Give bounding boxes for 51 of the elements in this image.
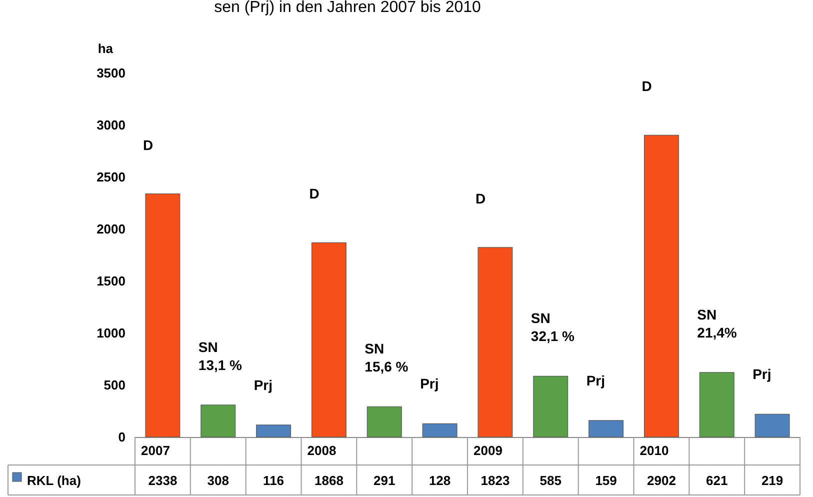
data-label: 621 — [706, 473, 728, 488]
data-label: 2338 — [148, 473, 178, 488]
y-axis-title: ha — [98, 41, 114, 56]
bar — [366, 406, 402, 438]
chart-title: sen (Prj) in den Jahren 2007 bis 2010 — [214, 0, 482, 16]
bar — [699, 372, 734, 438]
data-label: 1868 — [314, 473, 344, 488]
data-label: 291 — [374, 473, 396, 488]
y-tick-label: 1000 — [96, 326, 126, 340]
data-label: 308 — [207, 473, 229, 488]
annotation: D — [642, 78, 652, 94]
data-label: 585 — [540, 473, 562, 488]
annotation: Prj — [752, 366, 772, 382]
bar — [644, 134, 679, 438]
data-label: 219 — [761, 473, 784, 488]
y-tick-label: 500 — [104, 378, 126, 392]
annotation: D — [476, 190, 486, 206]
y-tick-label: 3500 — [96, 66, 126, 80]
annotation: D — [309, 186, 320, 202]
y-tick-label: 3000 — [96, 118, 126, 132]
annotation: Prj — [420, 376, 439, 392]
data-label: 128 — [428, 473, 451, 488]
bar — [533, 376, 568, 438]
bar — [754, 414, 790, 438]
bar — [200, 404, 236, 438]
data-label: 1823 — [480, 473, 510, 488]
annotation: D — [143, 136, 154, 153]
x-tick-label: 2009 — [474, 443, 502, 458]
bar — [145, 194, 180, 438]
annotation: SN 15,6 % — [364, 340, 409, 375]
annotation: SN 21,4% — [697, 306, 738, 340]
data-label: 159 — [595, 473, 617, 488]
annotation: Prj — [254, 376, 273, 393]
y-tick-label: 1500 — [96, 274, 126, 288]
annotation: SN 32,1 % — [530, 310, 576, 344]
bar — [422, 423, 458, 438]
data-label: 2902 — [646, 473, 676, 488]
annotation: SN 13,1 % — [198, 338, 243, 373]
x-tick-label: 2008 — [307, 443, 336, 458]
annotation: Prj — [586, 372, 606, 388]
bar — [256, 424, 292, 438]
bar — [311, 242, 346, 438]
data-label: 116 — [263, 473, 284, 488]
y-tick-label: 2500 — [96, 170, 126, 184]
legend-label: RKL (ha) — [27, 473, 81, 488]
bar — [588, 420, 624, 438]
bar — [478, 247, 513, 438]
y-tick-label: 0 — [118, 430, 126, 444]
x-tick-label: 2010 — [640, 443, 669, 458]
x-tick-label: 2007 — [141, 443, 170, 458]
y-tick-label: 2000 — [96, 222, 126, 236]
